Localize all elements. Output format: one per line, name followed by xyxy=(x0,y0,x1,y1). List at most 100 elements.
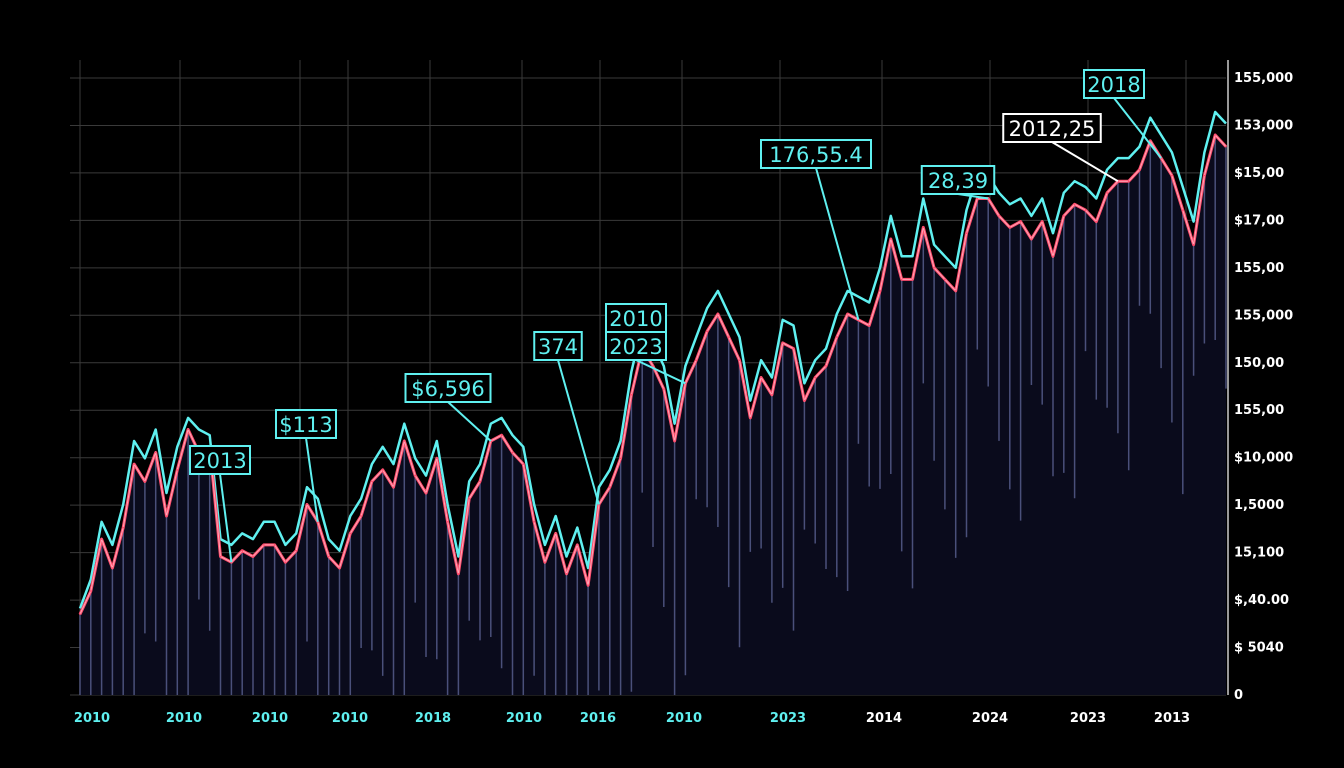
data-point xyxy=(933,267,935,269)
data-point xyxy=(436,457,438,460)
annotation-box xyxy=(189,445,251,475)
data-point xyxy=(587,584,589,587)
annotation-box xyxy=(404,373,492,403)
x-tick-label: 2013 xyxy=(1154,711,1190,726)
data-point xyxy=(1192,243,1195,246)
data-point xyxy=(1084,209,1087,211)
annotation-label: 374 xyxy=(538,335,578,359)
data-point xyxy=(263,544,265,546)
data-point xyxy=(360,515,362,517)
data-point xyxy=(457,573,460,575)
data-point xyxy=(890,238,892,240)
y-tick-label: $15,00 xyxy=(1234,166,1284,181)
data-point xyxy=(944,278,946,281)
data-point xyxy=(803,399,806,402)
price-lines xyxy=(78,110,1228,615)
data-point xyxy=(1214,134,1216,136)
annotation: 2018 xyxy=(1083,69,1162,159)
annotation-pointer xyxy=(635,359,686,385)
drop-lines xyxy=(79,135,1227,695)
data-point xyxy=(836,336,838,338)
data-point xyxy=(522,463,525,465)
annotation-label: 2012,25 xyxy=(1009,117,1096,141)
data-point xyxy=(619,457,622,460)
data-point xyxy=(965,232,968,234)
x-tick-label: 2010 xyxy=(506,711,542,726)
y-axis: 0 $ 5040 $,40.00 15,100 1,5000 $10,000 155,00 1… xyxy=(1227,60,1293,703)
x-tick-label: 2018 xyxy=(415,711,451,726)
annotation: 2023 xyxy=(605,331,686,385)
data-point xyxy=(673,440,676,442)
annotation-label: $6,596 xyxy=(411,377,484,401)
data-point xyxy=(814,376,816,379)
data-point xyxy=(414,474,417,477)
data-point xyxy=(122,526,124,529)
data-point xyxy=(165,515,168,517)
data-point xyxy=(1063,215,1065,217)
x-tick-label: 2014 xyxy=(866,711,902,726)
data-point xyxy=(911,278,914,281)
data-point xyxy=(846,313,849,315)
data-point xyxy=(1127,180,1130,182)
data-point xyxy=(338,567,341,569)
data-point xyxy=(900,278,903,281)
y-tick-label: $17,00 xyxy=(1234,213,1284,228)
data-point xyxy=(652,365,654,367)
data-point xyxy=(1171,174,1173,177)
data-point xyxy=(90,590,92,592)
annotation-pointer xyxy=(1113,97,1162,159)
annotation: 2012,25 xyxy=(1002,113,1119,183)
annotation-pointer xyxy=(557,359,600,505)
y-tick-label: 150,00 xyxy=(1234,356,1284,371)
annotation-label: 2023 xyxy=(609,335,662,359)
annotation: 374 xyxy=(533,331,600,505)
x-tick-label: 2010 xyxy=(666,711,702,726)
annotation-pointer xyxy=(305,437,319,522)
y-tick-label: 155,000 xyxy=(1234,71,1293,86)
data-point xyxy=(187,428,189,431)
data-point xyxy=(295,549,298,552)
annotation-box xyxy=(920,165,996,195)
data-point xyxy=(1073,203,1076,206)
annotation: $113 xyxy=(275,409,337,522)
data-point xyxy=(1149,140,1152,142)
data-point xyxy=(349,532,352,535)
x-tick-label: 2023 xyxy=(770,711,806,726)
data-point xyxy=(1030,238,1033,240)
data-point xyxy=(609,486,611,489)
annotation-label: 176,55.4 xyxy=(769,143,863,167)
annotation-box xyxy=(533,331,583,361)
data-point xyxy=(479,480,481,483)
data-point xyxy=(144,480,146,483)
data-point xyxy=(111,567,114,569)
data-point xyxy=(825,365,827,367)
annotation: 28,39 xyxy=(920,165,996,200)
data-point xyxy=(1138,168,1141,171)
data-point xyxy=(252,555,254,558)
data-point xyxy=(79,613,81,615)
data-point xyxy=(425,492,427,494)
data-point xyxy=(219,555,222,558)
data-point xyxy=(381,469,384,471)
y-tick-label: $ 5040 xyxy=(1234,641,1284,656)
data-point xyxy=(879,290,881,292)
x-tick-label: 2010 xyxy=(74,711,110,726)
data-point xyxy=(717,313,719,315)
y-tick-label: 153,000 xyxy=(1234,118,1293,133)
annotation-label: 2013 xyxy=(193,449,246,473)
data-point xyxy=(100,538,103,540)
x-tick-label: 2024 xyxy=(972,711,1008,726)
data-point xyxy=(738,359,741,362)
x-axis: 2010 2010 2010 2010 2018 2010 2016 2010 2023 2014… xyxy=(74,711,1190,726)
data-point xyxy=(868,324,870,327)
data-point xyxy=(392,486,395,489)
data-point xyxy=(706,330,708,333)
data-point xyxy=(1019,220,1022,223)
data-point xyxy=(371,480,373,483)
data-point xyxy=(1106,192,1108,194)
data-point xyxy=(792,347,795,350)
data-point xyxy=(403,440,406,442)
data-point xyxy=(998,215,1000,217)
data-point xyxy=(781,342,784,344)
